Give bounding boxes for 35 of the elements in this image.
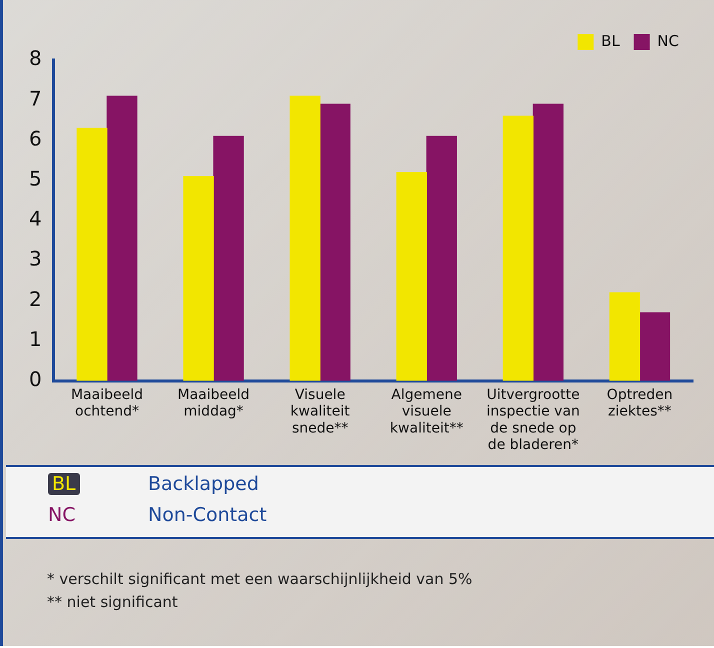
y-tick-label: 2 xyxy=(28,286,42,311)
y-tick-label: 8 xyxy=(28,46,42,70)
y-tick-label: 4 xyxy=(28,206,42,231)
bar xyxy=(290,96,320,381)
x-tick-label: Maaibeeld middag* xyxy=(178,386,250,420)
bar xyxy=(183,176,214,381)
text: BL xyxy=(52,473,76,495)
legend-label: BL xyxy=(601,32,620,50)
y-tick-label: 0 xyxy=(28,367,42,392)
bar xyxy=(320,104,350,381)
bar xyxy=(639,312,670,381)
x-tick-label: Algemene visuele kwaliteit** xyxy=(390,386,464,436)
bar xyxy=(396,172,427,381)
y-tick-label: 5 xyxy=(28,166,42,191)
bar xyxy=(532,104,564,381)
bar xyxy=(426,136,457,381)
y-tick-label: 7 xyxy=(28,86,42,110)
text: ** niet significant xyxy=(47,592,179,613)
text: Non-Contact xyxy=(148,504,267,526)
x-tick-label: Optreden ziektes** xyxy=(606,386,673,420)
text: * verschilt significant met een waarschijnlijkheid van 5% xyxy=(47,569,472,590)
bar xyxy=(213,136,244,381)
y-tick-label: 1 xyxy=(28,326,42,351)
bar xyxy=(106,96,138,381)
x-tick-label: Uitvergrootte inspectie van de snede op de bladeren* xyxy=(486,386,580,454)
text: Backlapped xyxy=(148,473,259,495)
y-tick-label: 3 xyxy=(28,246,42,271)
bar xyxy=(76,128,108,381)
x-tick-label: Maaibeeld ochtend* xyxy=(70,386,144,420)
legend-label: NC xyxy=(657,32,680,50)
bar xyxy=(502,116,534,381)
bar xyxy=(609,292,640,381)
text: NC xyxy=(48,504,76,526)
x-tick-label: Visuele kwaliteit snede** xyxy=(290,386,350,436)
y-tick-label: 6 xyxy=(28,126,42,150)
